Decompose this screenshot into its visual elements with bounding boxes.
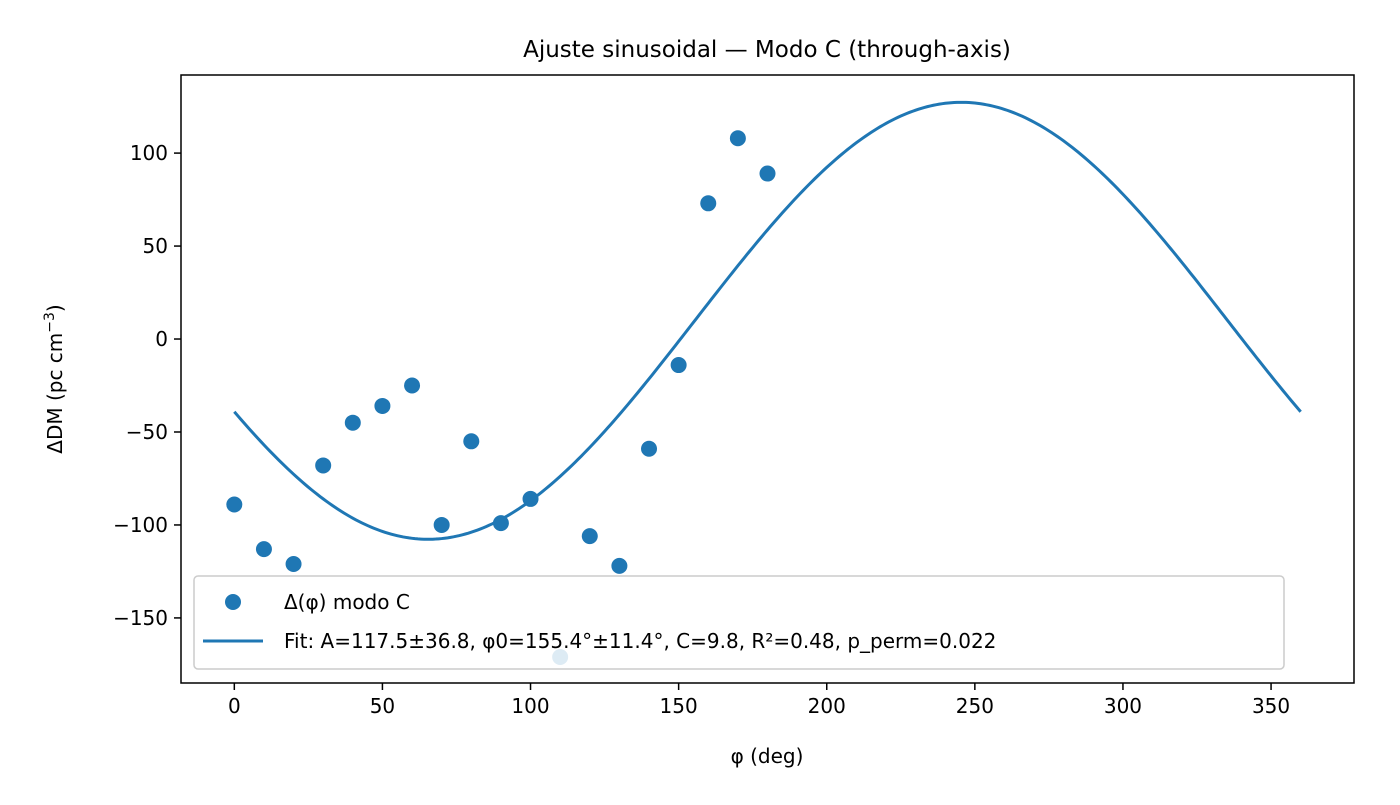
legend-label-fit: Fit: A=117.5±36.8, φ0=155.4°±11.4°, C=9.… (284, 629, 996, 653)
fit-curve (233, 100, 1302, 541)
y-tick-label: 0 (155, 327, 168, 351)
data-point (611, 557, 628, 574)
y-axis-label: ΔDM (pc cm−3) (42, 304, 67, 453)
y-axis-label-superscript: −3 (42, 312, 58, 333)
data-point (463, 433, 480, 450)
data-point (581, 528, 598, 545)
x-axis-ticks: 0 50 100 150 200 250 300 350 (228, 683, 1290, 718)
legend: Δ(φ) modo C Fit: A=117.5±36.8, φ0=155.4°… (193, 575, 1285, 670)
x-tick-label: 350 (1252, 694, 1290, 718)
x-tick-label: 200 (808, 694, 846, 718)
data-point (522, 490, 539, 507)
chart-title: Ajuste sinusoidal — Modo C (through-axis… (523, 37, 1011, 63)
x-tick-label: 50 (370, 694, 395, 718)
plot-frame (180, 74, 1355, 684)
data-point (641, 440, 658, 457)
x-tick-label: 0 (228, 694, 241, 718)
data-point (255, 541, 272, 558)
data-point (700, 195, 717, 212)
data-point (759, 165, 776, 182)
legend-scatter-marker (225, 594, 241, 610)
x-axis-label: φ (deg) (731, 744, 804, 768)
data-point (344, 414, 361, 431)
data-point (729, 130, 746, 147)
x-tick-label: 250 (956, 694, 994, 718)
data-point (285, 556, 302, 572)
y-tick-label: −150 (113, 606, 168, 630)
data-point (670, 357, 687, 374)
data-point (433, 516, 450, 533)
data-point (492, 515, 509, 532)
y-axis-label-main: ΔDM (pc cm (43, 333, 67, 454)
data-point (374, 397, 391, 414)
x-tick-label: 100 (511, 694, 549, 718)
x-tick-label: 300 (1104, 694, 1142, 718)
legend-box (193, 575, 1285, 670)
data-point (404, 377, 421, 394)
y-tick-label: −50 (126, 420, 168, 444)
fit-curve-layer (233, 100, 1302, 541)
data-point (226, 496, 243, 513)
scatter-points-layer (226, 130, 776, 665)
y-axis-label-close: ) (43, 304, 67, 312)
y-tick-label: 100 (130, 141, 168, 165)
y-axis-ticks: −150 −100 −50 0 50 100 (113, 141, 181, 630)
y-tick-label: −100 (113, 513, 168, 537)
legend-label-scatter: Δ(φ) modo C (284, 590, 410, 614)
y-tick-label: 50 (143, 234, 168, 258)
data-point (315, 457, 332, 474)
x-tick-label: 150 (660, 694, 698, 718)
